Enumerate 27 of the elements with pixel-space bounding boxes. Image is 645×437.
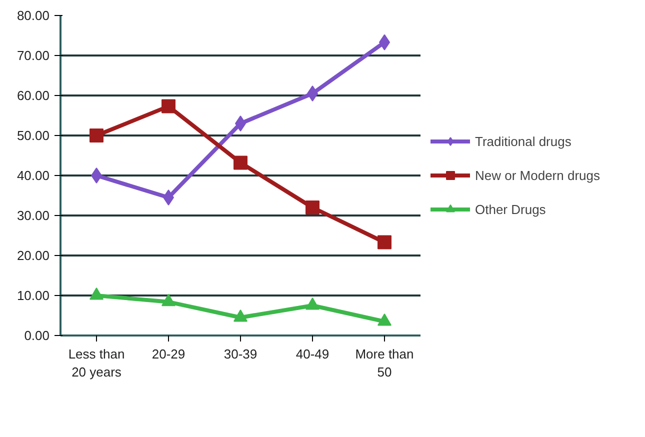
x-tick-label: More than 50 [355,346,414,380]
point [162,99,176,114]
legend-label: Other Drugs [475,202,546,216]
legend-label: Traditional drugs [475,134,572,148]
x-tick-label: 30-39 [224,346,258,362]
y-tick-label: 80.00 [16,8,50,23]
point [378,235,392,250]
y-tick-label: 20.00 [16,248,50,263]
x-tick-label: Less than 20 years [68,346,125,380]
point [90,287,104,300]
y-tick-label: 60.00 [16,88,50,103]
y-tick-label: 0.00 [24,328,50,343]
y-tick-label: 50.00 [16,128,50,143]
point [378,313,392,326]
y-tick-label: 30.00 [16,208,50,223]
y-tick-label: 70.00 [16,48,50,63]
point [306,297,320,310]
point [90,128,104,142]
y-tick-label: 40.00 [16,168,50,183]
point [234,309,248,322]
x-tick-label: 20-29 [152,346,186,362]
y-tick-label: 10.00 [16,288,50,303]
point [234,156,248,170]
point [306,200,320,214]
legend-label: New or Modern drugs [475,168,600,182]
x-tick-label: 40-49 [296,346,330,362]
point [162,294,176,306]
